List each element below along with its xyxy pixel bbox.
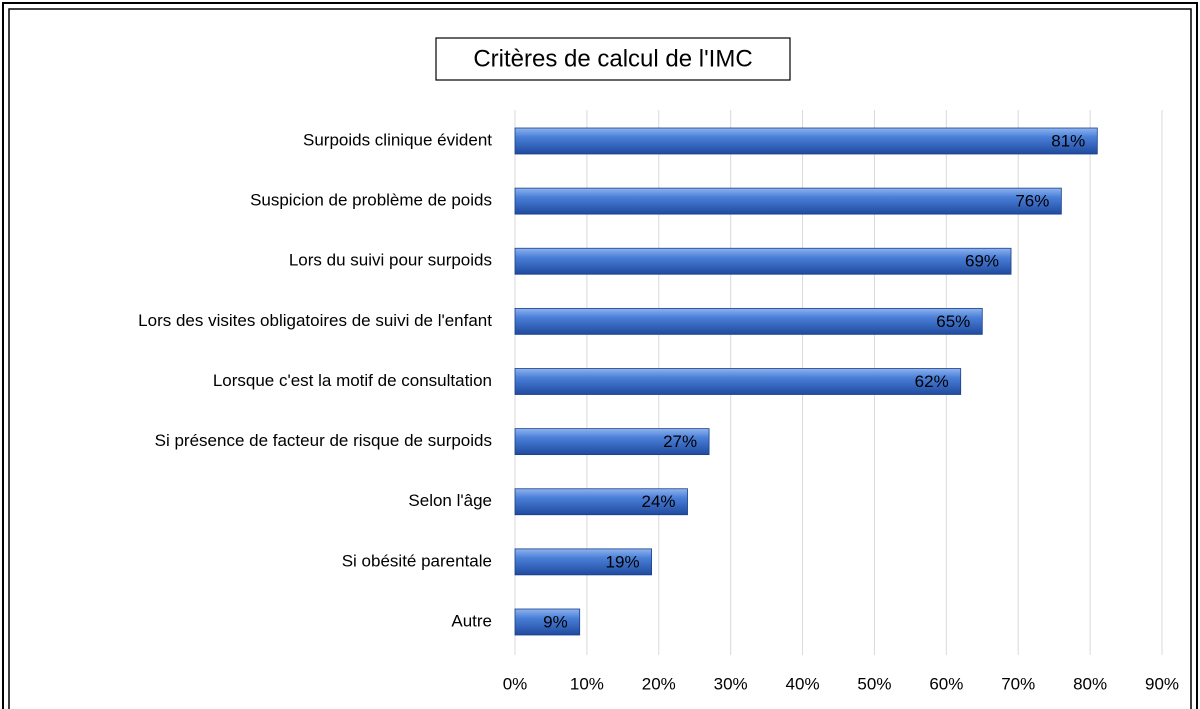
data-label: 69% <box>965 252 999 271</box>
bar <box>514 368 962 395</box>
x-tick-label: 50% <box>857 674 891 693</box>
bar <box>514 127 1098 155</box>
x-tick-label: 90% <box>1145 674 1179 693</box>
chart-title: Critères de calcul de l'IMC <box>473 45 752 72</box>
y-tick-label: Selon l'âge <box>408 491 492 510</box>
bar <box>514 187 1062 215</box>
y-tick-label: Lors des visites obligatoires de suivi d… <box>138 311 492 330</box>
data-label: 65% <box>936 312 970 331</box>
data-label: 62% <box>915 372 949 391</box>
x-tick-label: 30% <box>714 674 748 693</box>
data-label: 27% <box>663 432 697 451</box>
y-tick-label: Suspicion de problème de poids <box>250 191 492 210</box>
x-tick-label: 20% <box>642 674 676 693</box>
data-label: 19% <box>606 552 640 571</box>
y-tick-label: Autre <box>451 611 492 630</box>
y-tick-label: Lors du suivi pour surpoids <box>289 251 492 270</box>
x-tick-label: 0% <box>503 674 528 693</box>
bar <box>514 548 652 576</box>
x-tick-label: 40% <box>786 674 820 693</box>
inner-border <box>8 8 1192 709</box>
bar <box>514 488 688 516</box>
y-tick-label: Si obésité parentale <box>342 551 492 570</box>
y-tick-label: Surpoids clinique évident <box>303 130 492 149</box>
x-tick-label: 80% <box>1073 674 1107 693</box>
bar <box>514 608 581 636</box>
y-tick-label: Si présence de facteur de risque de surp… <box>155 431 492 450</box>
data-label: 81% <box>1051 131 1085 150</box>
title-box <box>435 37 791 81</box>
bar <box>514 307 983 335</box>
y-tick-label: Lorsque c'est la motif de consultation <box>213 371 492 390</box>
data-label: 24% <box>642 492 676 511</box>
x-tick-label: 60% <box>929 674 963 693</box>
bar <box>514 428 710 456</box>
data-label: 76% <box>1015 192 1049 211</box>
bar <box>514 247 1012 275</box>
data-label: 9% <box>543 612 568 631</box>
x-tick-label: 10% <box>570 674 604 693</box>
x-tick-label: 70% <box>1001 674 1035 693</box>
